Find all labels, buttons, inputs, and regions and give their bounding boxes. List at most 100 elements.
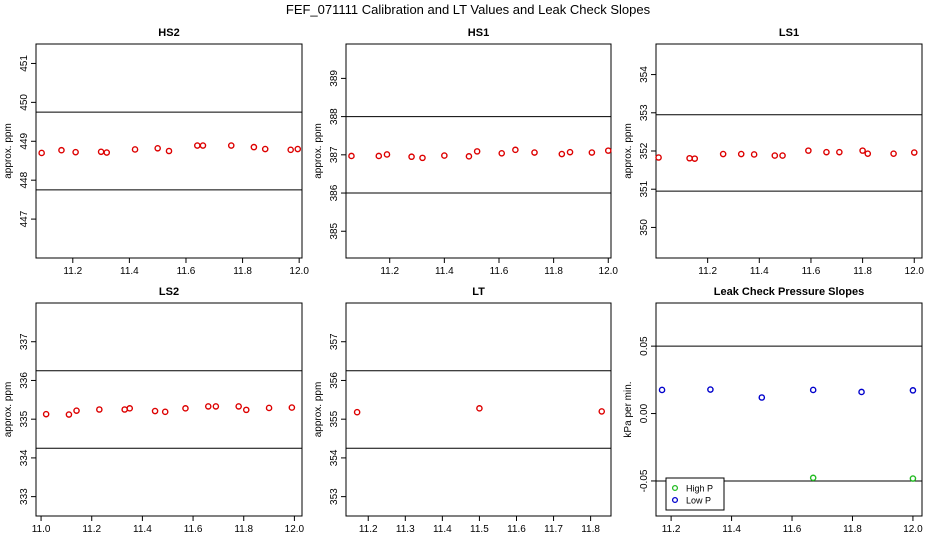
plot-frame [35,302,303,517]
x-tick-label: 11.2 [359,524,378,535]
data-point-hs1 [375,152,383,160]
data-point-lt [598,408,606,415]
data-point-ls2 [96,406,103,413]
data-point-ls1 [750,151,758,158]
y-tick-label: 355 [329,410,340,427]
data-point-lt [476,405,483,412]
x-tick-label: 11.4 [750,266,769,277]
plot-frame [35,43,303,259]
y-tick-label: 357 [329,333,340,350]
x-tick-label: 11.8 [544,266,563,277]
x-tick-label: 11.2 [380,266,399,277]
data-point-hs2 [294,145,302,153]
x-tick-label: 11.8 [853,266,872,277]
data-point-ls2 [126,405,134,412]
legend-box [665,477,725,511]
plot-frame [345,302,612,517]
data-point-ls1 [737,150,745,158]
data-point-ls1 [655,154,662,161]
data-point-ls2 [42,410,50,418]
x-tick-label: 11.6 [507,524,526,535]
x-tick-label: 12.0 [289,266,309,277]
x-tick-label: 11.3 [396,524,415,535]
panel-title: LS1 [779,27,799,39]
x-tick-label: 11.8 [843,524,862,535]
y-tick-label: 451 [19,55,30,72]
data-point-hs2 [154,144,161,152]
panel-3: LS2 approx. ppm 11.0 11.2 11.4 11.6 11.8 12.0 33… [3,286,305,535]
y-tick-label: 449 [19,132,30,149]
data-point-hs2 [261,145,269,153]
x-tick-label: 12.0 [285,524,305,535]
y-tick-label: 447 [19,210,30,227]
x-tick-label: 11.4 [435,266,454,277]
y-tick-label: 450 [19,94,30,111]
y-tick-label: 387 [329,146,340,163]
panel-title: LS2 [159,286,179,298]
x-tick-label: 11.6 [802,266,821,277]
data-point-low-p [858,388,865,396]
x-tick-label: 11.6 [490,266,509,277]
x-tick-label: 11.8 [581,524,600,535]
y-axis-label: approx. ppm [623,123,634,179]
x-tick-label: 11.6 [184,524,203,535]
data-point-hs2 [250,143,258,151]
data-point-ls2 [151,407,159,415]
panel-0: HS2 approx. ppm 11.2 11.4 11.6 11.8 12.0 447 448… [3,27,309,277]
data-point-ls2 [161,408,169,416]
panel-5: Leak Check Pressure Slopes kPa per min. 11… [623,286,923,535]
y-tick-label: 354 [639,66,650,83]
y-tick-label: 448 [19,171,30,188]
data-point-low-p [809,386,817,394]
data-point-ls1 [779,152,786,159]
data-point-ls2 [65,411,73,418]
x-tick-label: 11.4 [433,524,452,535]
figure-title: FEF_071111 Calibration and LT Values and… [286,2,651,17]
data-point-hs2 [38,149,45,157]
data-point-hs2 [165,147,173,155]
data-point-hs2 [131,146,139,153]
data-point-low-p [658,386,666,394]
data-point-ls2 [265,404,273,412]
data-point-lt [353,408,361,416]
data-point-hs1 [348,152,355,160]
panel-title: HS2 [158,27,179,39]
data-point-hs1 [473,148,481,155]
legend: High P Low P [665,477,725,511]
data-point-ls1 [691,155,699,162]
panel-1: HS1 approx. ppm 11.2 11.4 11.6 11.8 12.0 385 386… [313,27,618,277]
y-tick-label: 334 [19,449,30,466]
y-tick-label: 351 [639,180,650,197]
legend-marker [671,484,679,492]
data-point-ls1 [859,147,866,154]
y-tick-label: 0.00 [639,403,650,423]
legend-label: Low P [686,496,711,506]
x-tick-label: 11.2 [662,524,681,535]
data-point-ls1 [836,148,843,156]
x-tick-label: 11.2 [63,266,82,277]
data-point-hs1 [383,151,391,158]
y-tick-label: 389 [329,70,340,87]
y-tick-label: 356 [329,372,340,389]
data-point-ls2 [235,403,242,410]
data-point-ls1 [864,150,872,157]
data-point-hs2 [287,146,294,154]
y-tick-label: 388 [329,108,340,125]
y-tick-label: 353 [639,104,650,121]
x-tick-label: 11.8 [234,524,253,535]
panel-4: LT approx. ppm 11.2 11.3 11.4 11.5 11.6 11.7 11.… [313,286,612,535]
y-tick-label: -0.05 [639,469,650,492]
data-point-ls1 [823,148,830,156]
data-point-low-p [707,386,714,393]
x-tick-label: 12.0 [903,524,923,535]
panel-title: Leak Check Pressure Slopes [714,286,864,298]
data-point-ls2 [182,405,189,412]
x-tick-label: 11.2 [82,524,101,535]
data-point-high-p [909,475,917,482]
data-point-hs1 [498,149,506,157]
y-axis-label: approx. ppm [3,382,14,438]
data-point-hs1 [419,154,426,162]
data-point-ls2 [73,407,80,414]
